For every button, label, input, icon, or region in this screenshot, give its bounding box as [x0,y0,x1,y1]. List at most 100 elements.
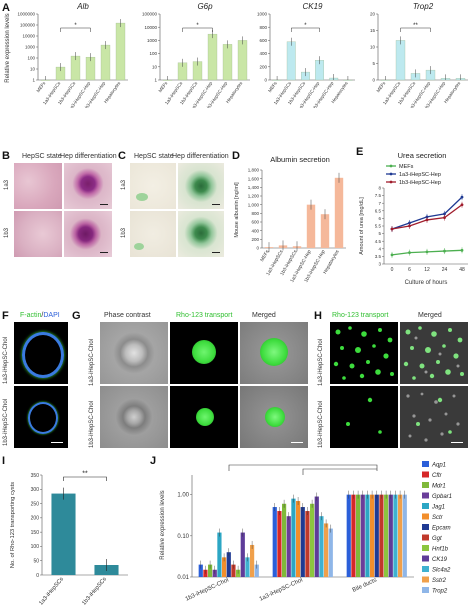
y-tick-label: 400 [259,51,267,56]
x-tick-label: 24 [442,267,448,273]
bar-MEFs [40,79,51,81]
panel-a-charts: Relative expression levelsAlb11010010001… [5,2,468,108]
y-tick-label: 15 [370,28,376,33]
bar-Gpbar1-Bile ducts [360,494,365,577]
panel-h-col-label-2: Merged [418,312,442,319]
y-tick-label: 20 [370,12,376,17]
bar-Hepatocytes [334,177,344,248]
bar-Mdr1-1a3-iHepSC-Chol [281,503,287,577]
panel-g-phase-1b3 [100,386,168,448]
legend-swatch [422,513,429,520]
bar-Aqp1-1a3-iHepSC-Chol [272,507,277,577]
y-tick-label: 5 [372,61,375,66]
panel-h-merged-1b3 [400,386,468,448]
bar-Aqp1-1b3-iHepSC-Chol [198,564,203,577]
bar-Aqp1-Bile ducts [346,494,351,577]
legend-label: 1b3-iHepSC-Hep [399,180,441,186]
panel-j-ylabel: Relative expression levels [160,490,166,559]
panel-a-title-trop2: Trop2 [413,2,434,11]
y-tick-label: 300 [31,487,40,493]
sig-label: * [74,23,77,29]
y-tick-label: 100 [31,544,40,550]
bar-CK19-1b3-iHepSC-Chol [240,532,245,577]
legend-swatch [422,492,429,499]
y-tick-label: 100 [27,56,35,61]
panel-f-title-dapi: DAPI [43,312,60,319]
y-tick-label: 0.01 [177,575,189,581]
y-tick-label: 400 [251,228,259,233]
y-tick-label: 10 [370,45,376,50]
sig-bracket [60,27,91,32]
bar-CK19-Bile ducts [388,494,393,577]
panel-label-d: D [232,150,240,162]
y-tick-label: 1 [32,78,35,83]
panel-g-col-label-3: Merged [252,312,276,319]
panel-label-h: H [314,310,322,322]
panel-a-title-g6p: G6p [197,2,213,11]
panel-f-row-label-1: 1a3-iHepSC-Chol [3,336,9,384]
panel-c-image-1b3-hepsc [130,211,176,257]
bar-Sctr-1b3-iHepSC-Chol [221,557,227,577]
y-tick-label: 7 [378,201,381,206]
y-tick-label: 5.5 [375,224,382,229]
legend-label: Slc4a2 [432,568,451,574]
panel-h-merged-1a3 [400,322,468,384]
bar-1b3-iHepSC-Hep [100,44,111,81]
bar-Hnf1b-Bile ducts [384,494,389,577]
panel-g-row-label-2: 1b3-iHepSC-Chol [89,400,95,448]
y-tick-label: 4 [378,246,381,251]
panel-b-col-label-1: HepSC state [22,153,62,160]
bar-Sctr-1a3-iHepSC-Chol [295,501,301,577]
bar-Ggt-1b3-iHepSC-Chol [231,564,236,577]
bar-1a3-iHepSCs [395,40,406,81]
legend-label: Trop2 [432,589,448,595]
legend-label: Gpbar1 [432,494,452,500]
panel-h-row-label-1: 1a3-iHepSC-Chol [318,338,324,386]
panel-f-title-separator: / [41,312,44,319]
y-tick-label: 1 [154,78,157,83]
x-tick-label: 12 [424,267,430,273]
bar-Jag1-Bile ducts [365,494,370,577]
legend-swatch [422,555,429,562]
legend-label: Mdr1 [432,484,446,490]
bar-Trop2-1b3-iHepSC-Chol [254,564,259,577]
panel-b-image-1a3-hep [64,163,112,209]
sig-bracket [182,27,213,32]
panel-e-ylabel: Amount of urea [mg/dL] [359,197,365,255]
y-tick-label: 0 [264,78,267,83]
legend-marker [389,164,393,168]
sig-bracket [63,476,107,481]
panel-h-col-label-1: Rho-123 transport [332,312,389,319]
y-tick-label: 8 [378,186,381,191]
panel-label-c: C [118,150,126,162]
x-tick-label: 6 [408,267,411,273]
legend-label: Sctr [432,515,444,521]
y-tick-label: 800 [251,211,259,216]
y-tick-label: 1.00 [177,493,189,499]
legend-label: 1a3-iHepSC-Hep [399,172,441,178]
panel-c-row-label-1: 1a3 [121,179,127,190]
y-tick-label: 200 [251,237,259,242]
y-tick-label: 150 [31,530,40,536]
legend-swatch [422,471,429,478]
panel-label-e: E [356,146,364,158]
legend-swatch [422,587,429,593]
panel-a-chart-g6p: G6p110100100010000100000MEFs1a3-iHepSCs1… [142,2,250,108]
panel-g-col-label-1: Phase contrast [104,312,151,319]
panel-g-row-label-1: 1a3-iHepSC-Chol [89,338,95,386]
panel-a-title-alb: Alb [76,2,89,11]
y-tick-label: 10000 [22,34,35,39]
legend-swatch [422,503,429,509]
sig-label: * [304,23,307,29]
panel-f-image-1b3 [14,386,68,448]
panel-a-chart-ck19: CK1902004006008001000MEFs1a3-iHepSCs1b3-… [257,2,355,108]
y-tick-label: 7.5 [375,193,382,198]
panel-e-chart: Urea secretion Amount of urea [mg/dL] Cult… [359,151,468,286]
bar-Sstr2-1b3-iHepSC-Chol [250,544,255,577]
sig-label: * [196,23,199,29]
panel-f-title-actin: F-actin [20,312,42,319]
bar-MEFs [272,79,282,81]
panel-g-merged-1b3 [240,386,308,448]
bar-1a3-iHepSCs [51,493,76,575]
legend-marker [389,180,393,184]
